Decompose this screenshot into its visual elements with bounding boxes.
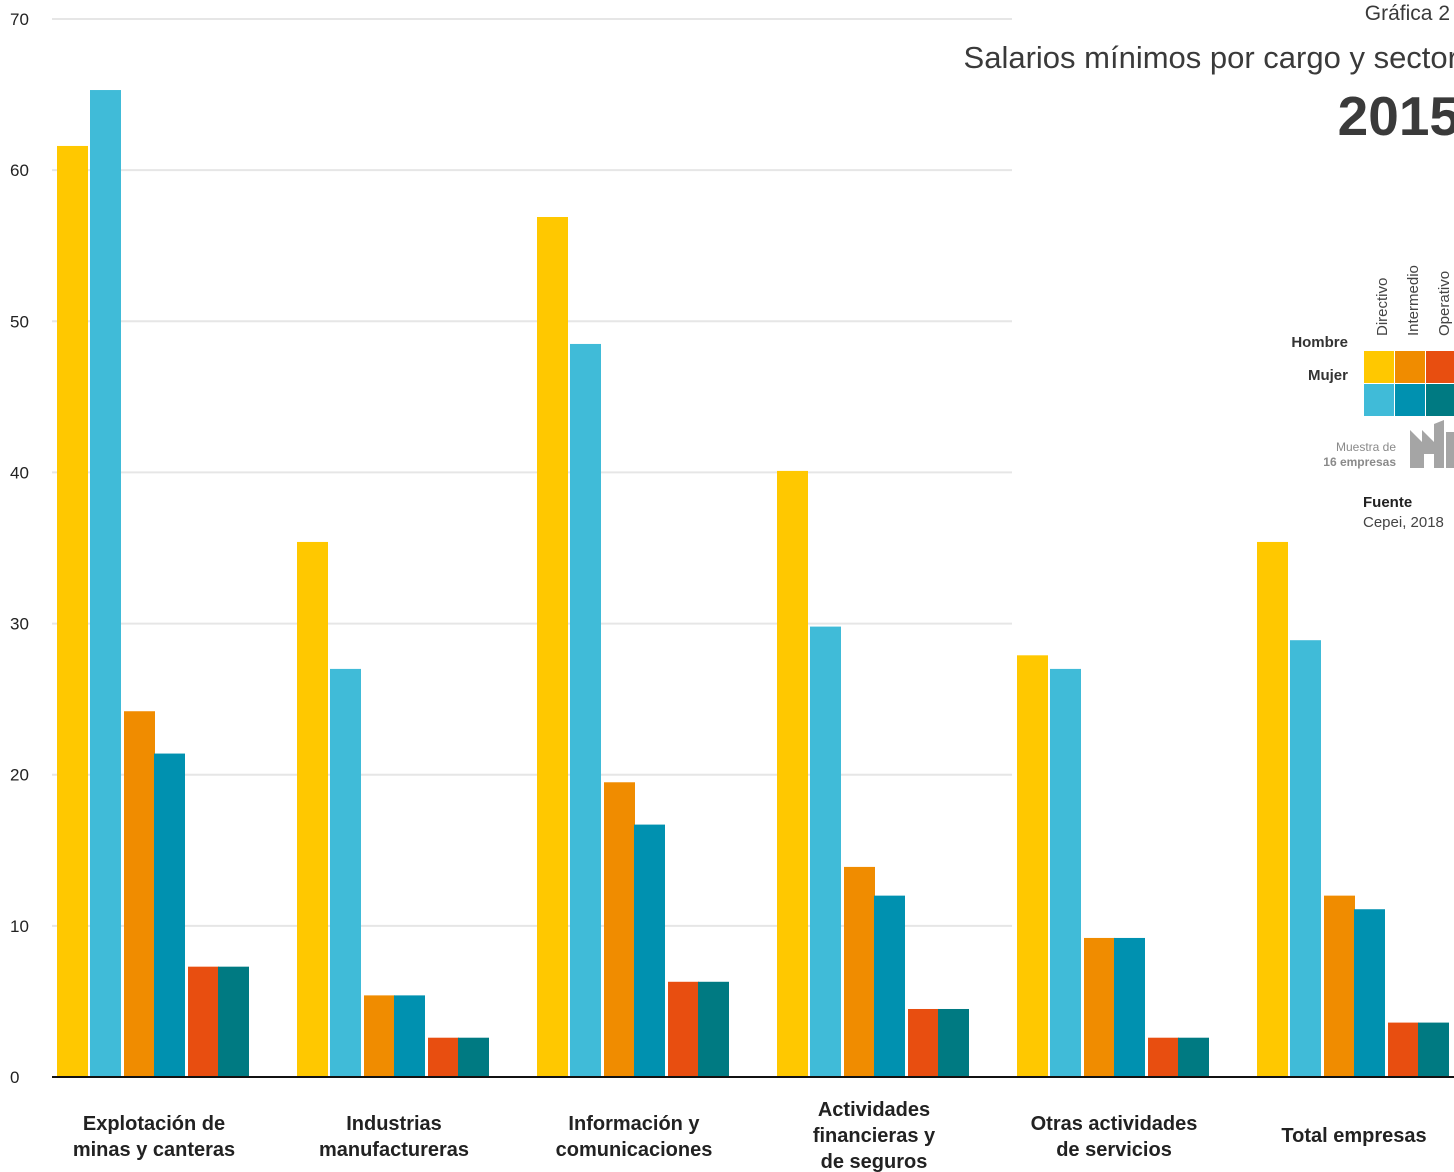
y-axis-ticks: 0 10 20 30 40 50 60 70 <box>10 10 29 1087</box>
bar <box>1017 655 1048 1077</box>
legend-swatch-mujer-directivo <box>1364 384 1394 416</box>
bar <box>668 981 699 1077</box>
y-tick-label: 50 <box>10 312 29 331</box>
bar <box>698 981 729 1077</box>
bar <box>1084 937 1115 1077</box>
bar <box>1050 668 1081 1077</box>
legend-swatch-hombre-intermedio <box>1395 351 1425 383</box>
bar <box>908 1008 939 1077</box>
chart-number: Gráfica 2 <box>1364 2 1450 25</box>
bar <box>1148 1037 1179 1077</box>
y-tick-label: 20 <box>10 766 29 785</box>
x-category-label: Actividades financieras y de seguros <box>813 1099 936 1172</box>
legend-row-hombre: Hombre <box>1291 334 1348 351</box>
gridlines <box>52 18 1012 927</box>
source-title: Fuente <box>1363 494 1413 511</box>
legend-swatch-hombre-operativo <box>1426 351 1454 383</box>
legend-swatch-mujer-intermedio <box>1395 384 1425 416</box>
factory-icon <box>1410 420 1454 468</box>
x-category-label: Explotación de minas y canteras <box>73 1113 235 1161</box>
legend-column-operativo: Operativo <box>1436 270 1453 336</box>
bar <box>537 216 568 1078</box>
y-tick-label: 10 <box>10 917 29 936</box>
x-category-label: Total empresas <box>1281 1125 1426 1147</box>
bar <box>154 753 185 1077</box>
bar <box>330 668 361 1077</box>
sample-size: Muestra de 16 empresas <box>1290 440 1396 470</box>
bar <box>938 1008 969 1077</box>
x-category-label: Otras actividades de servicios <box>1031 1113 1198 1161</box>
bar <box>1354 909 1385 1077</box>
bar <box>1114 937 1145 1077</box>
x-category-label: Información y comunicaciones <box>556 1113 713 1161</box>
bar <box>810 626 841 1077</box>
source-value: Cepei, 2018 <box>1363 514 1444 531</box>
bar <box>1257 541 1288 1077</box>
bar <box>188 966 219 1077</box>
bars <box>57 90 1449 1078</box>
chart-year: 2015 <box>1337 85 1454 147</box>
y-tick-label: 70 <box>10 10 29 29</box>
bar <box>394 995 425 1077</box>
legend-swatch-mujer-operativo <box>1426 384 1454 416</box>
x-category-label: Industrias manufactureras <box>319 1113 469 1161</box>
bar <box>570 343 601 1077</box>
bar <box>218 966 249 1077</box>
bar <box>428 1037 459 1077</box>
bar <box>1178 1037 1209 1077</box>
bar <box>90 90 121 1078</box>
bar <box>1388 1022 1419 1077</box>
bar <box>634 824 665 1077</box>
legend-column-intermedio: Intermedio <box>1405 265 1422 336</box>
bar <box>364 995 395 1077</box>
bar <box>124 711 155 1077</box>
legend-column-directivo: Directivo <box>1374 277 1391 336</box>
bar <box>1324 895 1355 1077</box>
bar <box>1290 640 1321 1077</box>
bar <box>57 145 88 1077</box>
bar <box>874 895 905 1077</box>
chart-title: Salarios mínimos por cargo y sector <box>963 40 1454 75</box>
bar <box>297 541 328 1077</box>
y-tick-label: 30 <box>10 615 29 634</box>
bar <box>1418 1022 1449 1077</box>
bar <box>604 782 635 1077</box>
y-tick-label: 0 <box>10 1068 19 1087</box>
bar <box>458 1037 489 1077</box>
bar <box>844 866 875 1077</box>
y-tick-label: 60 <box>10 161 29 180</box>
legend-swatch-hombre-directivo <box>1364 351 1394 383</box>
legend-row-mujer: Mujer <box>1307 367 1348 384</box>
x-axis-labels: Explotación de minas y canteras Industrias… <box>73 1099 1427 1172</box>
sample-line1: Muestra de <box>1335 440 1396 454</box>
y-tick-label: 40 <box>10 463 29 482</box>
bar <box>777 470 808 1078</box>
sample-count: 16 empresas <box>1323 455 1396 469</box>
